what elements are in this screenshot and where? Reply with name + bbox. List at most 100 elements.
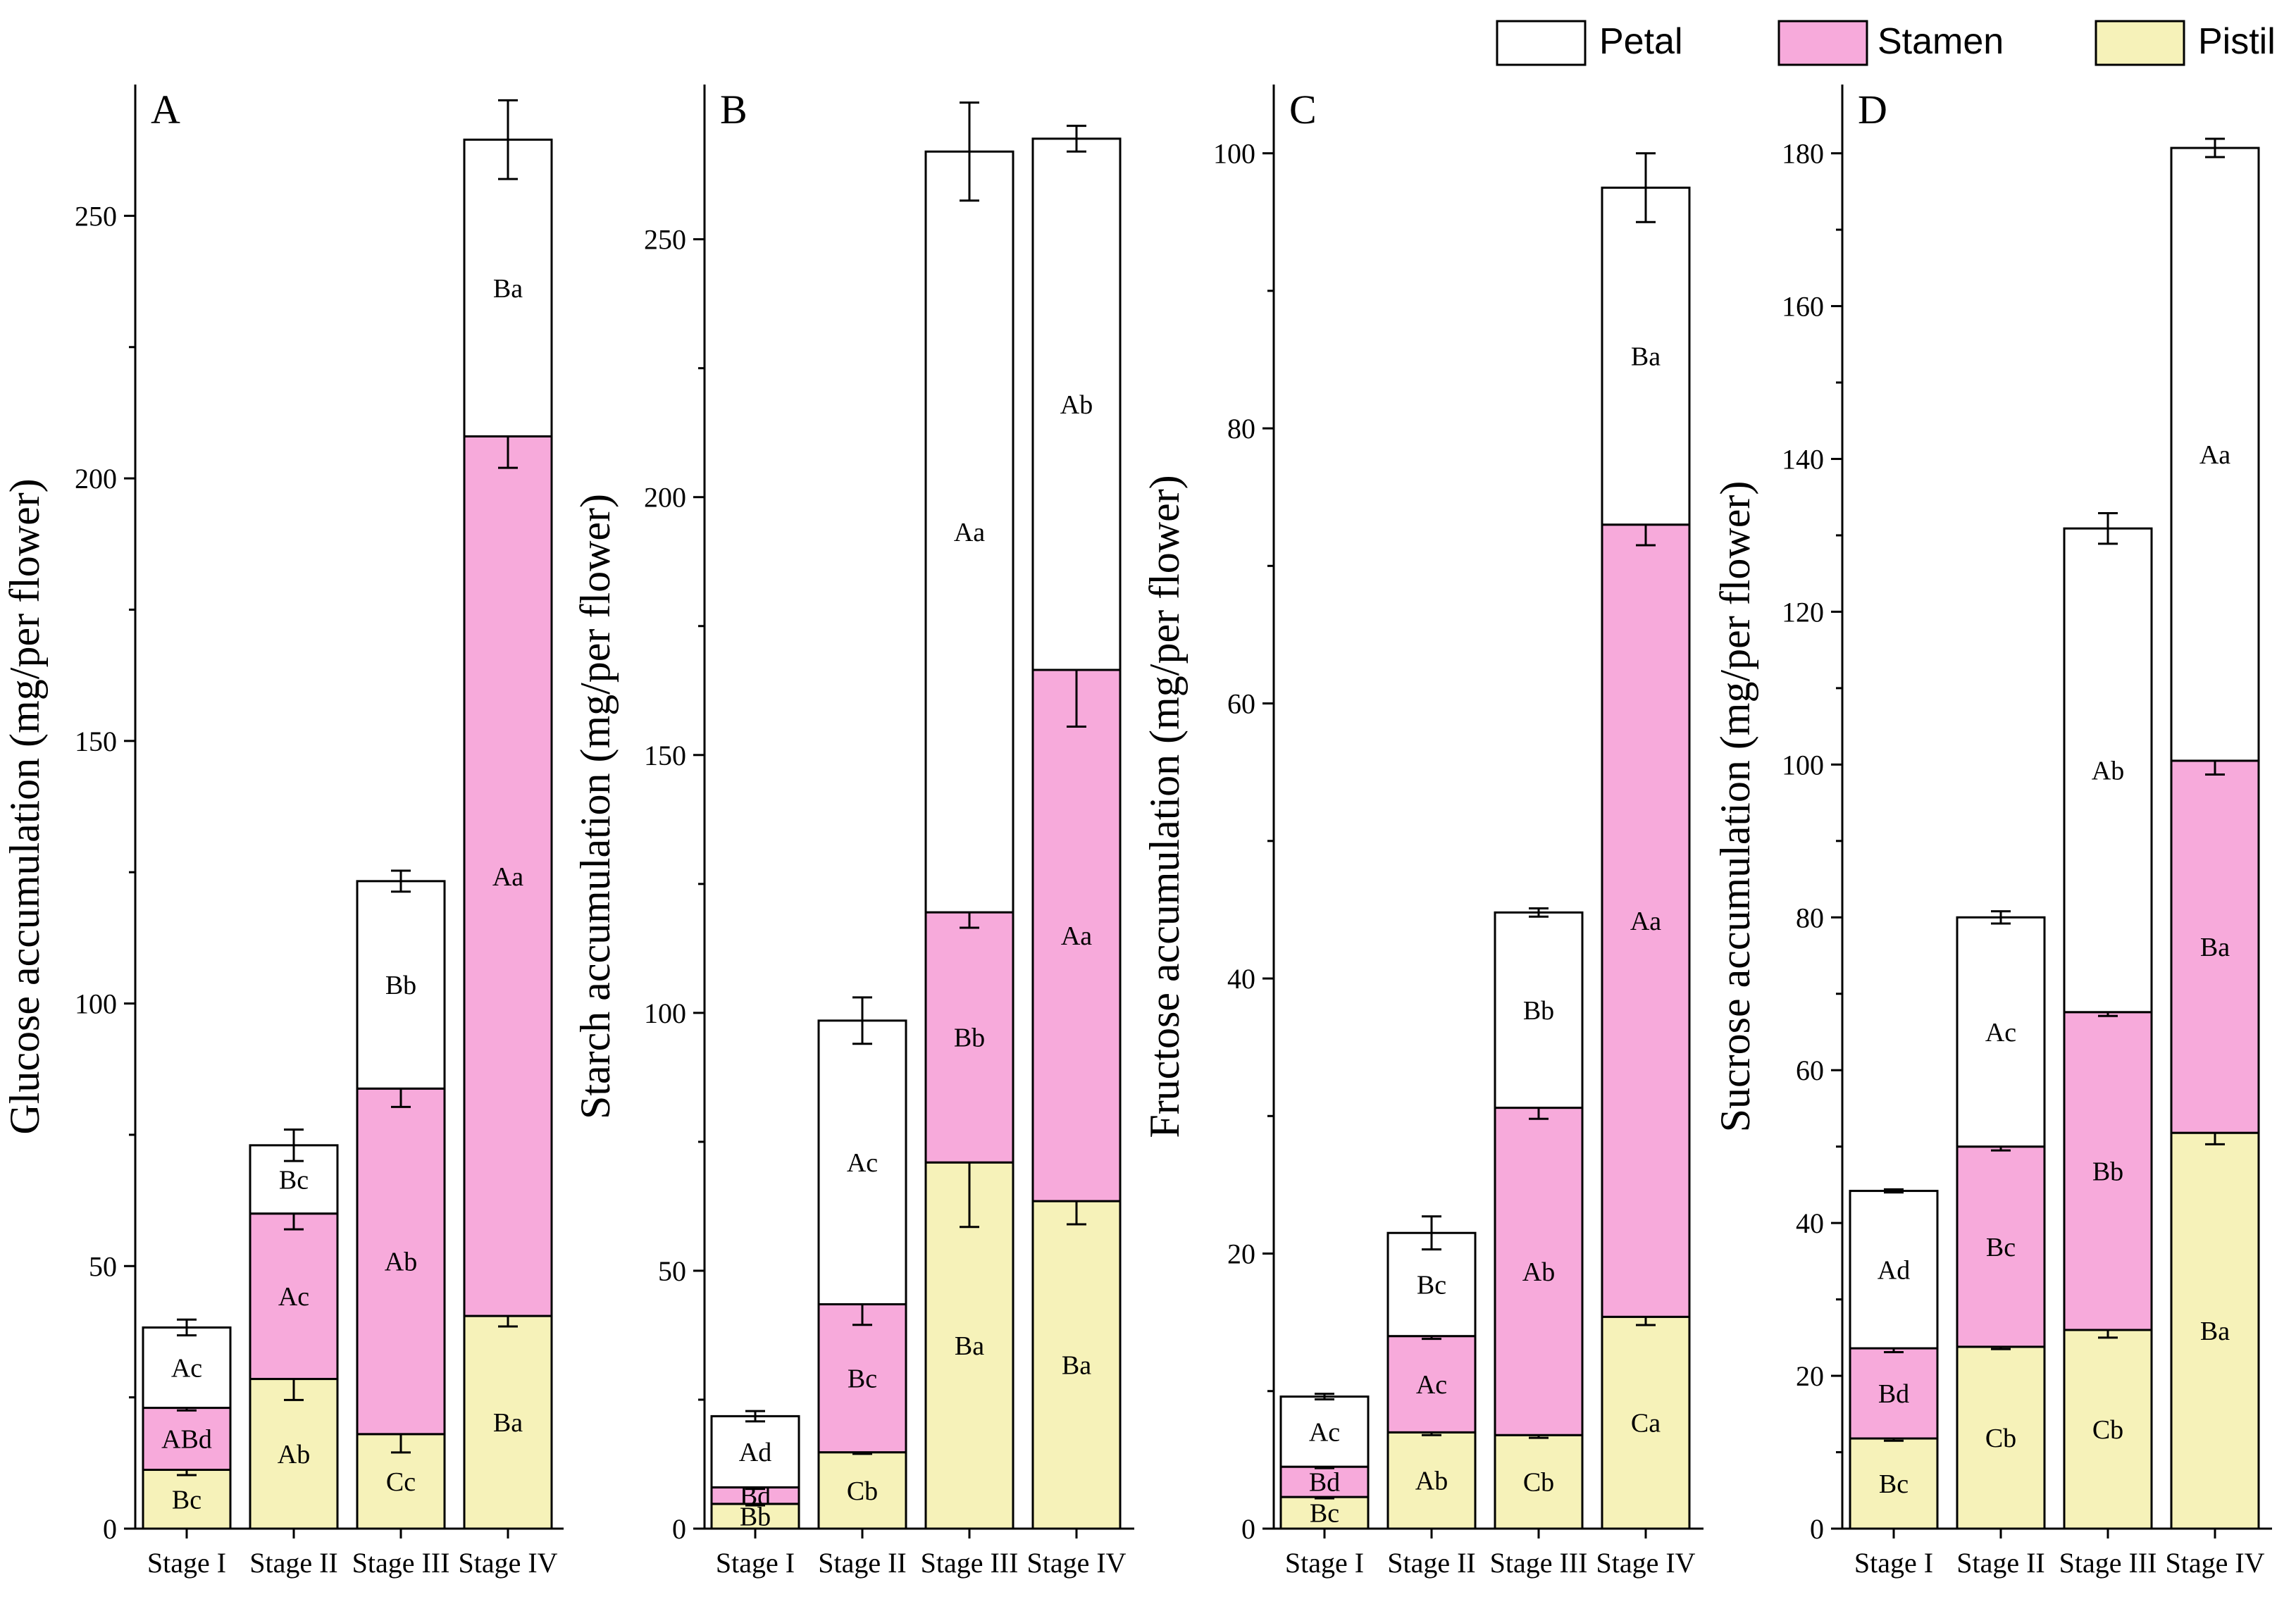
segment-label: Bc — [848, 1364, 877, 1394]
segment-label: Ad — [739, 1438, 771, 1467]
y-tick-label: 140 — [1782, 443, 1824, 475]
x-tick-label: Stage IV — [458, 1547, 557, 1579]
panel-letter: C — [1289, 87, 1317, 132]
y-tick-label: 250 — [75, 200, 117, 232]
y-tick-label: 100 — [75, 988, 117, 1020]
bar-segment-stamen — [817, 1303, 907, 1454]
y-tick-label: 180 — [1782, 138, 1824, 170]
segment-label: Ba — [493, 274, 523, 304]
bar-segment-pistil — [1601, 1315, 1691, 1530]
bar-segment-petal — [1031, 137, 1122, 671]
bar-segment-petal — [1601, 186, 1691, 526]
segment-label: Bb — [385, 971, 416, 1000]
y-axis-label: Fructose accumulation (mg/per flower) — [1141, 475, 1188, 1138]
bar-segment-petal — [2170, 147, 2260, 762]
segment-label: ABd — [161, 1425, 212, 1455]
y-tick-label: 100 — [1782, 749, 1824, 781]
bar-segment-stamen — [463, 435, 553, 1317]
x-tick-label: Stage II — [1956, 1547, 2045, 1579]
segment-label: Ab — [1060, 390, 1093, 420]
bar-segment-pistil — [463, 1314, 553, 1530]
panel-letter: B — [720, 87, 747, 132]
segment-label: Ac — [847, 1148, 878, 1178]
legend-label: Stamen — [1878, 21, 2004, 62]
x-tick-label: Stage III — [352, 1547, 450, 1579]
y-tick-label: 20 — [1227, 1238, 1255, 1270]
x-tick-label: Stage IV — [2165, 1547, 2264, 1579]
y-tick-label: 40 — [1796, 1207, 1824, 1239]
x-tick-label: Stage II — [818, 1547, 907, 1579]
segment-label: Cb — [1985, 1424, 2016, 1453]
bar-stack-3: Ba Bb Aa — [924, 101, 1014, 1530]
segment-label: Bc — [1986, 1233, 2016, 1262]
segment-label: Ca — [1631, 1409, 1661, 1438]
bar-segment-pistil — [710, 1503, 800, 1530]
segment-label: Aa — [954, 518, 985, 547]
segment-label: Bc — [1879, 1469, 1909, 1499]
bar-segment-petal — [356, 880, 446, 1090]
x-tick-label: Stage I — [1854, 1547, 1933, 1579]
segment-label: Ac — [1416, 1370, 1447, 1400]
y-axis-label: Sucrose accumulation (mg/per flower) — [1712, 481, 1758, 1133]
x-tick-label: Stage II — [249, 1547, 338, 1579]
segment-label: Ab — [385, 1248, 417, 1277]
bar-segment-pistil — [1956, 1345, 2046, 1530]
y-tick-label: 40 — [1227, 963, 1255, 995]
bar-segment-stamen — [1849, 1347, 1939, 1440]
y-tick-label: 150 — [75, 726, 117, 757]
y-tick-label: 50 — [658, 1255, 686, 1287]
bar-segment-petal — [1849, 1190, 1939, 1350]
segment-label: Ba — [2200, 933, 2230, 962]
segment-label: Bc — [279, 1165, 309, 1195]
y-tick-label: 250 — [644, 224, 686, 256]
segment-label: Ad — [1878, 1255, 1910, 1285]
segment-label: Aa — [1061, 921, 1092, 951]
x-tick-label: Stage IV — [1596, 1547, 1695, 1579]
y-tick-label: 20 — [1796, 1360, 1824, 1392]
bar-segment-stamen — [2170, 759, 2260, 1134]
y-tick-label: 160 — [1782, 291, 1824, 323]
x-tick-label: Stage III — [2059, 1547, 2157, 1579]
legend-label: Petal — [1599, 21, 1683, 62]
panel-d: 0 20 40 60 80 100 120 140 160 180 Sucrose accumula… — [1712, 85, 2272, 1579]
segment-label: Cb — [847, 1476, 878, 1506]
segment-label: Bb — [740, 1502, 771, 1531]
legend-swatch — [1496, 20, 1587, 66]
y-axis-label: Glucose accumulation (mg/per flower) — [1, 478, 48, 1134]
bar-segment-stamen — [1601, 523, 1691, 1318]
segment-label: Ac — [278, 1282, 309, 1312]
segment-label: Ba — [955, 1331, 984, 1361]
segment-label: Bc — [1310, 1499, 1339, 1529]
bar-segment-petal — [924, 150, 1014, 914]
segment-label: Ba — [493, 1408, 523, 1438]
y-tick-label: 0 — [1241, 1513, 1255, 1545]
segment-label: Ac — [1985, 1018, 2016, 1047]
y-tick-label: 50 — [89, 1250, 117, 1282]
bar-segment-stamen — [1386, 1335, 1477, 1434]
x-tick-label: Stage III — [921, 1547, 1019, 1579]
bar-stack-3: Cb Bb Ab — [2063, 511, 2153, 1530]
x-tick-label: Stage I — [1285, 1547, 1364, 1579]
y-tick-label: 150 — [644, 740, 686, 771]
y-tick-label: 0 — [1810, 1513, 1824, 1545]
segment-label: Bc — [1417, 1270, 1446, 1300]
bar-stack-3: Cc Ab Bb — [356, 869, 446, 1530]
segment-label: Ba — [1062, 1351, 1091, 1381]
y-tick-label: 80 — [1227, 413, 1255, 444]
bar-stack-4: Ba Ba Aa — [2170, 137, 2260, 1530]
bar-stack-4: Ba Aa Ab — [1031, 125, 1122, 1530]
bar-segment-pistil — [1279, 1496, 1370, 1530]
bar-stack-4: Ba Aa Ba — [463, 99, 553, 1530]
segment-label: Cb — [1523, 1468, 1554, 1498]
segment-label: Bd — [1309, 1468, 1340, 1498]
segment-label: Ba — [1631, 342, 1661, 372]
panel-letter: D — [1858, 87, 1887, 132]
legend-entry-stamen: Stamen — [1777, 20, 2004, 66]
y-tick-label: 60 — [1796, 1055, 1824, 1086]
bar-segment-petal — [2063, 527, 2153, 1014]
segment-label: Ba — [2200, 1317, 2230, 1346]
bar-segment-stamen — [1279, 1465, 1370, 1498]
